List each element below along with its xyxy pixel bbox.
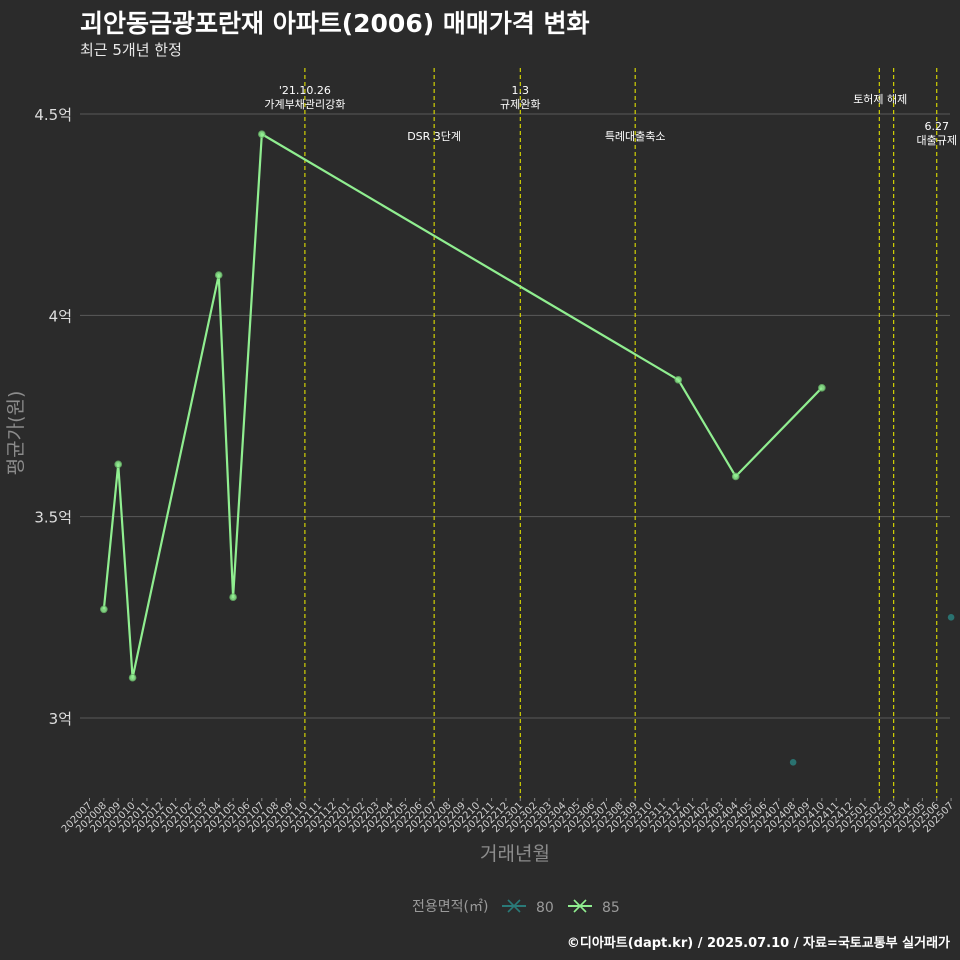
policy-annotation-label: '21.10.26 bbox=[279, 84, 331, 97]
x-axis-title: 거래년월 bbox=[480, 843, 550, 865]
chart-subtitle: 최근 5개년 한정 bbox=[80, 41, 182, 59]
policy-annotation-label: 특례대출축소 bbox=[605, 130, 666, 143]
data-point-85 bbox=[258, 130, 266, 138]
policy-annotation-label: DSR 3단계 bbox=[407, 130, 461, 143]
policy-annotation-label: 6.27 bbox=[924, 120, 949, 133]
series-line-85 bbox=[102, 133, 823, 679]
data-point-85 bbox=[674, 375, 683, 384]
legend-title: 전용면적(㎡) bbox=[412, 899, 488, 915]
policy-annotation-label: 규제완화 bbox=[500, 98, 540, 111]
legend-swatch-cross bbox=[507, 899, 521, 913]
policy-annotation-label: 1.3 bbox=[512, 84, 530, 97]
chart-canvas: 3억3.5억4억4.5억2020072020082020092020102020… bbox=[5, 68, 957, 916]
y-tick-label: 3.5억 bbox=[34, 509, 72, 527]
source-credit: ©디아파트(dapt.kr) / 2025.07.10 / 자료=국토교통부 실… bbox=[566, 936, 950, 951]
data-point-85 bbox=[214, 271, 223, 279]
data-point-85 bbox=[114, 460, 123, 469]
legend-item-80: 80 bbox=[502, 899, 554, 916]
data-point-85 bbox=[100, 605, 108, 614]
data-point-85 bbox=[731, 472, 740, 481]
legend-label: 85 bbox=[602, 900, 620, 916]
y-tick-label: 4.5억 bbox=[34, 106, 72, 124]
chart-title: 괴안동금광포란재 아파트(2006) 매매가격 변화 bbox=[80, 9, 590, 38]
legend-swatch-cross bbox=[573, 899, 587, 913]
data-point-80 bbox=[947, 614, 955, 621]
policy-annotation-label: 가계부채관리강화 bbox=[264, 98, 345, 111]
y-tick-label: 4억 bbox=[49, 307, 72, 325]
data-point-80 bbox=[789, 758, 797, 766]
policy-annotation-label: 토허제 해제 bbox=[853, 92, 907, 106]
legend-item-85: 85 bbox=[568, 899, 620, 916]
policy-annotation-label: 대출규제 bbox=[916, 134, 956, 147]
y-tick-label: 3억 bbox=[49, 710, 72, 728]
data-point-85 bbox=[818, 384, 826, 392]
data-point-85 bbox=[128, 673, 137, 682]
data-point-85 bbox=[229, 593, 237, 602]
legend-label: 80 bbox=[536, 900, 554, 916]
y-axis-title: 평균가(원) bbox=[5, 391, 27, 476]
